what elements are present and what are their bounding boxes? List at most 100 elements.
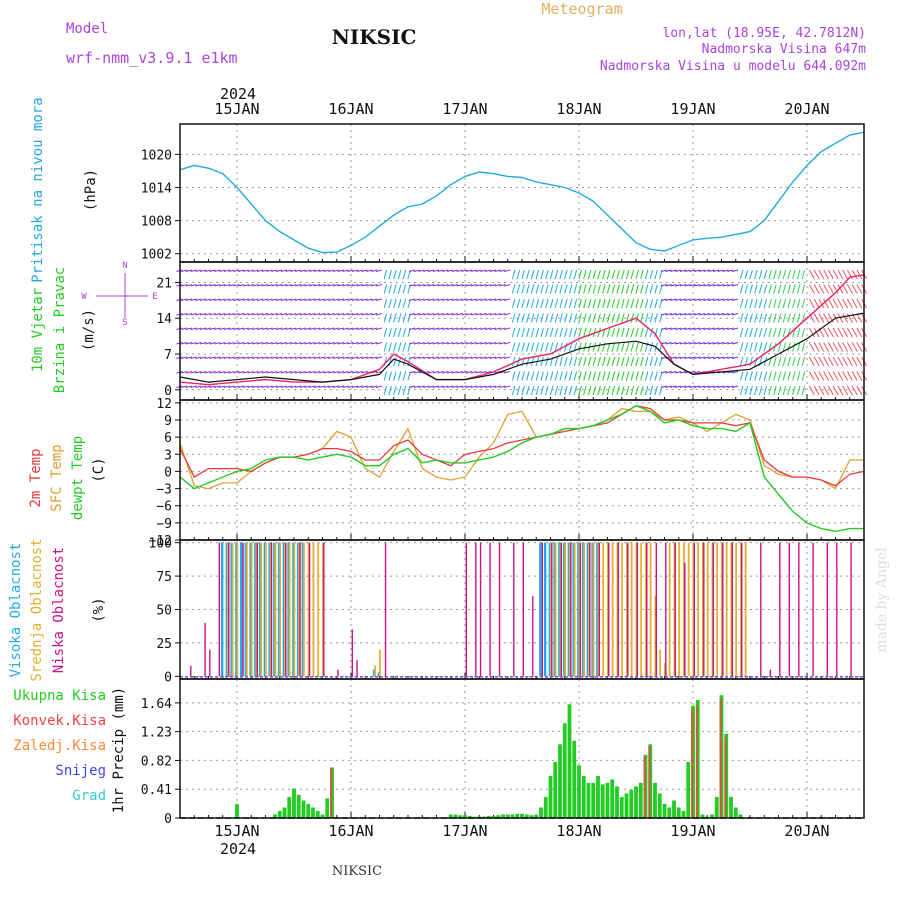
wind-barb [489,284,496,287]
wind-barb [578,356,582,367]
wind-barb [732,327,739,330]
wind-barb [526,298,530,309]
wind-barb [456,385,463,388]
wind-barb [559,385,563,396]
wind-barb [827,356,834,367]
wind-barb [583,342,587,352]
precip-total-bar [515,813,520,818]
wind-barb [181,327,188,330]
wind-barb [744,385,749,396]
wind-barb [777,269,782,280]
precip-total-bar [543,796,548,818]
wind-barb [630,298,635,309]
wind-barb [782,356,787,367]
wind-barb [606,313,611,323]
wind-barb [744,313,749,323]
wind-barb [185,313,192,316]
wind-barb [670,371,677,374]
wind-barb [732,269,739,272]
wind-barb [851,327,858,338]
wind-barb [818,298,825,309]
wind-barb [625,371,630,381]
wind-barb [214,342,221,345]
wind-barb [694,342,701,345]
wind-barb [763,371,768,381]
wind-barb [470,298,477,301]
wind-barb [252,356,259,359]
y-tick-label: 3 [164,448,172,463]
wind-barb [749,269,753,280]
wind-barb [621,385,625,396]
wind-barb [480,269,487,272]
wind-barb [654,385,658,396]
wind-barb [209,269,216,272]
wind-barb [665,313,672,316]
precip-total-bar [577,765,581,818]
wind-barb [851,342,858,352]
wind-barb [684,342,691,345]
wind-barb [616,342,620,352]
panel-border [179,678,865,819]
wind-barb [744,342,749,352]
wind-barb [665,284,672,287]
wind-barb [280,313,287,316]
wind-barb [328,342,335,345]
wind-barb [295,356,302,359]
wind-barb [675,371,682,374]
wind-barb [328,371,335,374]
wind-barb [792,313,796,323]
t2m-ylabel: 2m Temp [28,448,44,507]
wind-barb [654,356,658,367]
wind-barb [675,356,682,359]
wind-barb [754,298,758,309]
precip-conv-bar [695,705,698,818]
wind-barb [323,385,330,388]
wind-barb [694,371,701,374]
wind-barb [371,269,378,272]
wind-barb [801,342,806,352]
wind-barb [568,356,573,367]
wind-barb [732,385,739,388]
precip-panel: 0 0.41 0.82 1.23 1.64 [141,678,865,827]
wind-barb [475,342,482,345]
wind-barb [597,269,601,280]
wind-barb [540,269,544,280]
wind-barb [516,269,521,280]
wind-barb [796,327,801,338]
wind-barb [832,327,839,338]
wind-barb [717,385,724,388]
wind-barb [418,385,425,388]
wind-barb [314,342,321,345]
wind-barb [763,284,768,294]
wind-barb [437,371,444,374]
wind-barb [703,385,710,388]
wind-barb [383,284,388,294]
precip-total-bar [496,815,501,818]
wind-barb [670,313,677,316]
wind-barb [409,284,416,287]
wind-barb [402,371,407,381]
tsfc-ylabel: SFC Temp [49,444,65,511]
wind-barb [703,298,710,301]
wind-barb [851,298,858,309]
wind-barb [299,298,306,301]
wind-barb [285,356,292,359]
wind-barb [347,342,354,345]
wind-barb [314,269,321,272]
wind-barb [418,313,425,316]
wind-barb [190,269,197,272]
wind-barb [773,356,777,367]
wind-barb [223,313,230,316]
wind-barb [842,327,849,338]
wind-barb [238,269,245,272]
wind-barb [787,298,791,309]
wind-barb [640,385,644,396]
wind-barb [708,313,715,316]
wind-barb [361,269,368,272]
wind-barb [393,327,397,338]
top-x-tick-label: 20JAN [784,100,829,118]
wind-barb [388,284,392,294]
wind-barb [540,371,544,381]
wind-barb [494,385,501,388]
wind-barb [285,371,292,374]
